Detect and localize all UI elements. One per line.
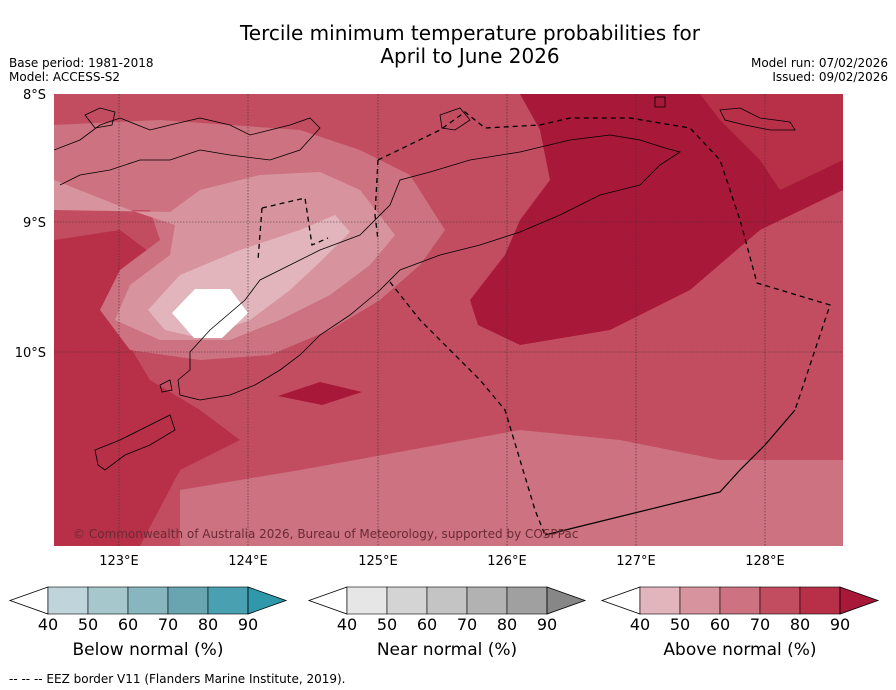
north-islands-small (84, 107, 116, 129)
below-normal-colorbar-segment (47, 586, 89, 615)
below-normal-tick-label: 70 (157, 615, 179, 634)
below-normal-colorbar-segment (87, 586, 129, 615)
map-title-line1: Tercile minimum temperature probabilitie… (239, 21, 701, 45)
below-normal-colorbar-segment (127, 586, 169, 615)
lon-label-124e: 124°E (228, 554, 268, 569)
field-white (172, 289, 248, 338)
above-normal-label: Above normal (%) (663, 640, 817, 660)
above-normal-tick-label: 60 (709, 615, 731, 634)
eez-footer-note: -- -- -- EEZ border V11 (Flanders Marine… (9, 672, 346, 686)
probability-field: © Commonwealth of Australia 2026, Bureau… (54, 94, 843, 546)
below-normal-tick-label: 40 (37, 615, 59, 634)
near-normal-colorbar-segment (426, 586, 468, 615)
near-normal-tick-label: 60 (416, 615, 438, 634)
above-normal-tick-label: 70 (749, 615, 771, 634)
near-normal-tick-label: 70 (456, 615, 478, 634)
near-normal-tick-label: 50 (376, 615, 398, 634)
roti-savu (94, 414, 176, 471)
near-normal-colorbar-segment (346, 586, 388, 615)
above-normal-tick-label: 80 (789, 615, 811, 634)
near-normal-colorbar-segment (386, 586, 428, 615)
lat-label-9s: 9°S (23, 216, 46, 231)
near-normal-label: Near normal (%) (376, 640, 518, 660)
field-80-90-ne (700, 94, 843, 190)
model-name: Model: ACCESS-S2 (9, 70, 121, 84)
copyright-text: © Commonwealth of Australia 2026, Bureau… (73, 527, 578, 541)
near-normal-colorbar-low-extend (307, 586, 348, 615)
below-normal-colorbar-high-extend (247, 586, 288, 615)
lon-label-128e: 128°E (745, 554, 785, 569)
field-60-70-south (180, 430, 843, 546)
lat-label-8s: 8°S (23, 88, 46, 103)
lat-label-10s: 10°S (15, 346, 46, 361)
wetar-atauro (439, 107, 471, 131)
field-50-60 (54, 172, 395, 340)
small-islet (159, 379, 173, 393)
colorbars (8, 586, 880, 615)
lon-label-127e: 127°E (616, 554, 656, 569)
field-90-patch (278, 382, 362, 405)
model-run: Model run: 07/02/2026 (750, 56, 888, 70)
eez-solid-segment (544, 409, 796, 536)
below-normal-colorbar-segment (207, 586, 249, 615)
above-normal-colorbar-segment (799, 586, 841, 615)
above-normal-colorbar-segment (719, 586, 761, 615)
ne-islands-1 (654, 96, 666, 108)
above-normal-tick-label: 40 (629, 615, 651, 634)
issued-date: Issued: 09/02/2026 (772, 70, 888, 84)
ne-islands-2 (719, 107, 796, 131)
above-normal-colorbar-high-extend (839, 586, 880, 615)
lon-label-125e: 125°E (358, 554, 398, 569)
above-normal-colorbar-low-extend (600, 586, 641, 615)
near-normal-tick-label: 90 (536, 615, 558, 634)
near-normal-colorbar-segment (466, 586, 508, 615)
coastlines (54, 96, 796, 471)
timor-island (177, 134, 681, 401)
below-normal-colorbar-segment (167, 586, 209, 615)
eez-border (257, 111, 831, 536)
above-normal-tick-label: 90 (829, 615, 851, 634)
above-normal-colorbar-segment (639, 586, 681, 615)
lon-label-123e: 123°E (99, 554, 139, 569)
above-normal-colorbar-segment (759, 586, 801, 615)
field-90-east (470, 94, 843, 345)
base-period: Base period: 1981-2018 (9, 56, 154, 70)
below-normal-tick-label: 50 (77, 615, 99, 634)
below-normal-colorbar-low-extend (8, 586, 49, 615)
near-normal-colorbar-segment (506, 586, 548, 615)
below-normal-tick-label: 90 (237, 615, 259, 634)
below-normal-tick-label: 80 (197, 615, 219, 634)
lon-label-126e: 126°E (487, 554, 527, 569)
near-normal-tick-label: 40 (336, 615, 358, 634)
above-normal-tick-label: 50 (669, 615, 691, 634)
north-islands-west (54, 117, 321, 186)
near-normal-colorbar-high-extend (546, 586, 587, 615)
below-normal-tick-label: 60 (117, 615, 139, 634)
below-normal-label: Below normal (%) (72, 640, 224, 660)
above-normal-colorbar-segment (679, 586, 721, 615)
map-title-line2: April to June 2026 (380, 44, 560, 68)
near-normal-tick-label: 80 (496, 615, 518, 634)
